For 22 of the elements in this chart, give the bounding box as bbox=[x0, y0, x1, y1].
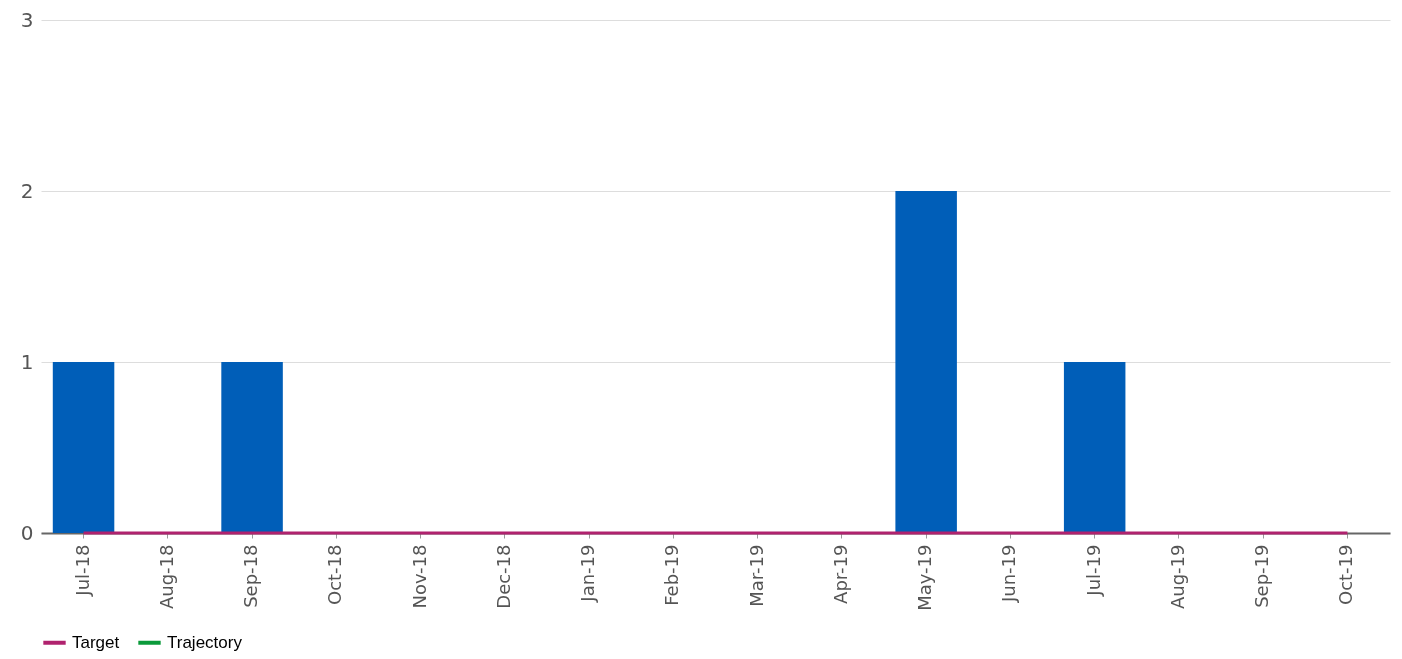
x-tick-label: Jul-19 bbox=[1082, 544, 1104, 597]
x-tick-label: Sep-18 bbox=[240, 544, 262, 608]
y-tick-label: 1 bbox=[20, 349, 34, 374]
x-tick-label: Apr-19 bbox=[829, 544, 851, 604]
legend-label: Target bbox=[72, 632, 120, 652]
x-tick-label: Oct-18 bbox=[324, 544, 346, 606]
x-tick-label: Sep-19 bbox=[1251, 544, 1273, 608]
y-tick-label: 0 bbox=[20, 520, 34, 545]
x-tick-label: Oct-19 bbox=[1335, 544, 1357, 606]
x-tick-label: Jul-18 bbox=[71, 544, 93, 597]
x-tick-label: Aug-19 bbox=[1166, 544, 1188, 610]
x-tick-label: Dec-18 bbox=[492, 544, 514, 609]
x-tick-label: Aug-18 bbox=[155, 544, 177, 610]
x-tick-label: Jan-19 bbox=[577, 544, 599, 603]
x-tick-label: Feb-19 bbox=[661, 544, 683, 606]
y-tick-label: 3 bbox=[20, 7, 34, 32]
x-tick-label: Jun-19 bbox=[998, 544, 1020, 604]
x-tick-label: May-19 bbox=[914, 544, 936, 611]
x-tick-label: Nov-18 bbox=[408, 544, 430, 609]
x-tick-label: Mar-19 bbox=[745, 544, 767, 607]
y-tick-label: 2 bbox=[20, 178, 34, 203]
legend-label: Trajectory bbox=[167, 632, 243, 652]
